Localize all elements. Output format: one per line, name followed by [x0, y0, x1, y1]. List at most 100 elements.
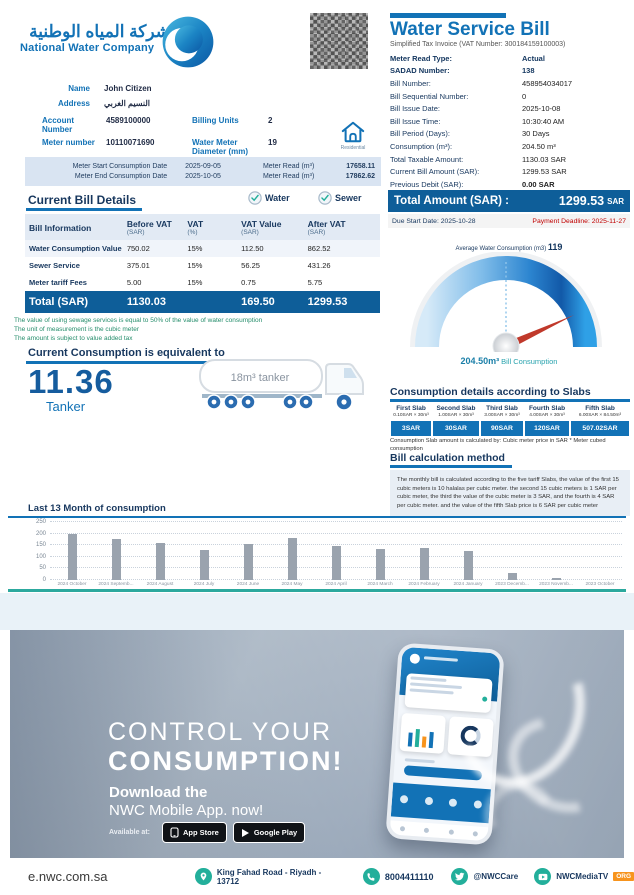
- row-after: 431.26: [307, 261, 331, 270]
- y-tick-label: 150: [35, 542, 46, 549]
- footer-youtube-item[interactable]: NWCMediaTV ORG: [534, 868, 634, 885]
- footer-website-link[interactable]: e.nwc.com.sa: [28, 869, 108, 884]
- slab-price: 3.00SAR × 30m³: [484, 413, 520, 418]
- consumption-bar: [67, 533, 77, 580]
- field-row: Total Taxable Amount: 1130.03 SAR: [390, 153, 628, 166]
- phone-services-panel: [390, 782, 491, 824]
- bar-column: 2024 March: [358, 522, 402, 587]
- consumption-bar: [243, 543, 253, 580]
- bill-calc-method-text: The monthly bill is calculated according…: [390, 470, 630, 517]
- chart-title-rule: [8, 516, 626, 518]
- bill-title: Water Service Bill: [390, 19, 550, 40]
- consumption-bar: [287, 537, 297, 580]
- youtube-icon: [534, 868, 552, 885]
- consumption-bar: [331, 545, 341, 580]
- total-after: 1299.53: [307, 296, 348, 308]
- field-row: Bill Number: 458954034017: [390, 77, 628, 90]
- note-line: The unit of measurement is the cubic met…: [14, 325, 140, 333]
- total-name: Total (SAR): [29, 296, 89, 308]
- ad-sub-2: NWC Mobile App. now!: [109, 802, 264, 819]
- consumption-bar: [155, 542, 165, 580]
- gauge-average-value: 119: [547, 242, 563, 252]
- meter-end-date: 2025-10-05: [185, 173, 221, 180]
- field-label: Meter Read Type:: [390, 53, 452, 63]
- field-label: Bill Period (Days):: [390, 129, 451, 139]
- google-play-badge[interactable]: Google Play: [232, 822, 306, 843]
- field-label: Bill Issue Time:: [390, 116, 441, 126]
- consumption-bar: [507, 572, 517, 580]
- bill-summary-fields: Meter Read Type: Actual SADAD Number: 138 …: [390, 52, 628, 191]
- sewer-service-indicator: Sewer: [318, 191, 362, 205]
- col-after-vat-unit: (SAR): [307, 229, 326, 236]
- brand-name-arabic: شركة المياه الوطنية: [29, 22, 170, 41]
- bar-column: 2024 April: [314, 522, 358, 587]
- slab-column: Fourth Slab 4.00SAR × 30m³ 120SAR: [524, 402, 570, 436]
- app-store-badge[interactable]: App Store: [162, 822, 227, 843]
- gauge-average-text: Average Water Consumption (m3): [455, 246, 547, 252]
- customer-block: Name John Citizen Address النسيم الغربي …: [42, 82, 382, 158]
- qr-code: [310, 13, 368, 69]
- row-vatval: 56.25: [241, 261, 260, 270]
- chart-title: Last 13 Month of consumption: [28, 503, 166, 514]
- bill-calc-method-title: Bill calculation method: [390, 452, 505, 464]
- ad-headline-1: CONTROL YOUR: [108, 718, 333, 746]
- customer-address-value: النسيم الغربي: [104, 99, 150, 108]
- field-value: 2025-10-08: [522, 104, 561, 114]
- bar-month-label: 2023 October: [585, 582, 615, 587]
- row-name: Water Consumption Value: [29, 244, 122, 253]
- gauge-reading: 204.50m³ Bill Consumption: [388, 356, 630, 366]
- footer-phone-number: 8004411110: [384, 871, 434, 882]
- slab-amount: 507.02SAR: [571, 421, 629, 436]
- footer-twitter-item[interactable]: @NWCCare: [451, 868, 518, 885]
- sewer-check-icon: [318, 191, 332, 205]
- bar-month-label: 2024 January: [453, 582, 483, 587]
- table-total-row: Total (SAR) 1130.03 169.50 1299.53: [25, 291, 380, 313]
- bar-column: 2024 July: [182, 522, 226, 587]
- field-value: Actual: [522, 53, 545, 63]
- table-row: Water Consumption Value 750.02 15% 112.5…: [25, 240, 380, 257]
- nwc-logo-icon: [162, 16, 214, 68]
- col-vat: VAT (%): [187, 219, 241, 236]
- footer-twitter-handle: @NWCCare: [473, 872, 519, 881]
- y-tick-label: 100: [35, 553, 46, 560]
- brand-name-english: National Water Company: [20, 42, 155, 54]
- slab-amount: 120SAR: [525, 421, 569, 436]
- bar-month-label: 2023 Novemb...: [539, 582, 573, 587]
- field-label: Previous Debit (SAR):: [390, 179, 464, 189]
- bar-column: 2024 August: [138, 522, 182, 587]
- meter-end-read-label: Meter Read (m³): [262, 173, 315, 180]
- field-row: Bill Sequential Number: 0: [390, 90, 628, 103]
- meter-diameter-value: 19: [268, 138, 277, 147]
- col-before-vat: Before VAT (SAR): [127, 219, 188, 236]
- consumption-bar: [551, 578, 561, 580]
- ad-headline-2: CONSUMPTION!: [108, 746, 344, 776]
- meter-start-date: 2025-09-05: [185, 163, 221, 170]
- current-bill-details-title: Current Bill Details: [28, 193, 137, 207]
- col-vat-label: VAT: [187, 219, 204, 229]
- bill-subtitle: Simplified Tax Invoice (VAT Number: 3001…: [390, 41, 566, 48]
- row-after: 5.75: [307, 278, 323, 287]
- gauge-reading-value: 204.50m³: [460, 356, 500, 366]
- due-dates-row: Due Start Date: 2025-10-28 Payment Deadl…: [388, 214, 630, 228]
- phone-nav-bar: [389, 820, 489, 842]
- meter-end-read-value: 17862.62: [345, 173, 375, 180]
- bar-month-label: 2024 February: [408, 582, 440, 587]
- footer-address-item[interactable]: King Fahad Road - Riyadh - 13712: [195, 868, 340, 886]
- col-vat-unit: (%): [187, 229, 198, 236]
- residential-label: Residential: [340, 145, 366, 151]
- gauge-reading-label: Bill Consumption: [499, 357, 558, 366]
- meter-diameter-label: Water Meter Diameter (mm): [192, 138, 249, 156]
- meter-number-value: 10110071690: [106, 138, 155, 147]
- total-before: 1130.03: [126, 296, 166, 308]
- slabs-underline: [390, 399, 630, 402]
- slabs-title: Consumption details according to Slabs: [390, 386, 591, 398]
- row-after: 862.52: [307, 244, 331, 253]
- slab-amount: 3SAR: [391, 421, 431, 436]
- y-tick-label: 200: [35, 530, 46, 537]
- bill-table-header: Bill Information Before VAT (SAR) VAT (%) …: [25, 214, 380, 240]
- app-promo-banner: CONTROL YOUR CONSUMPTION! Download the N…: [10, 630, 624, 858]
- total-amount-bar: Total Amount (SAR) : 1299.53 SAR: [388, 190, 630, 212]
- field-row: Bill Issue Date: 2025-10-08: [390, 102, 628, 115]
- footer-phone-item[interactable]: 8004411110: [362, 868, 434, 885]
- note-line: The amount is subject to value added tax: [14, 334, 133, 342]
